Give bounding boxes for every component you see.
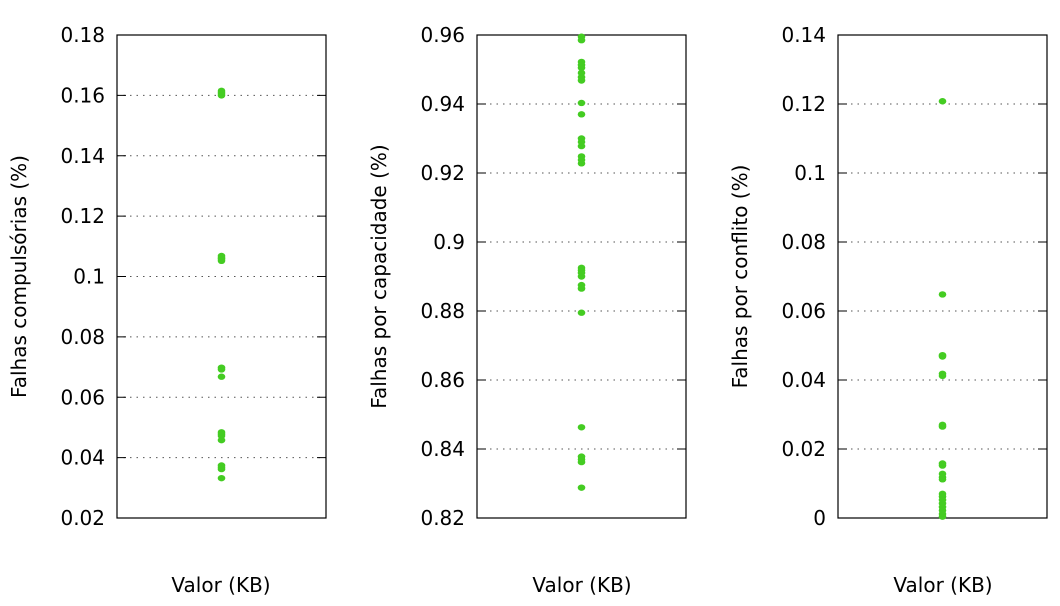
- data-point: [577, 285, 586, 292]
- data-point: [938, 291, 947, 298]
- y-tick-label: 0.06: [60, 385, 105, 409]
- y-tick-label: 0.88: [420, 299, 465, 323]
- x-axis-label: Valor (KB): [893, 573, 992, 597]
- chart-panel-1: 0.02 0.04 0.06 0.08 0.1 0.12 0.14 0.16 0.18 Valor…: [7, 23, 327, 597]
- data-point: [938, 476, 947, 483]
- y-tick-label: 0.02: [60, 506, 105, 530]
- data-point: [577, 99, 586, 107]
- data-point: [217, 465, 226, 473]
- y-tick-label: 0.02: [781, 437, 826, 461]
- y-tick-label: 0.16: [60, 83, 105, 107]
- y-tick-label: 0.82: [420, 506, 465, 530]
- y-tick-label: 0.1: [73, 265, 105, 289]
- y-tick-label: 0.94: [420, 92, 465, 116]
- data-point: [577, 458, 586, 466]
- data-point: [938, 462, 947, 469]
- data-point: [577, 64, 586, 71]
- data-point: [577, 111, 586, 118]
- y-tick-label: 0.06: [781, 299, 826, 323]
- data-point: [577, 36, 586, 44]
- y-tick-label: 0.04: [60, 446, 105, 470]
- data-point: [938, 98, 947, 105]
- y-tick-label: 0.92: [420, 161, 465, 185]
- data-point: [217, 436, 226, 444]
- data-point: [577, 160, 586, 167]
- data-point: [938, 353, 947, 360]
- chart-panel-3: 0 0.02 0.04 0.06 0.08 0.1 0.12 0.14 Valor (KB) Fa…: [728, 23, 1048, 597]
- y-tick-label: 0: [813, 506, 826, 530]
- data-point: [938, 423, 947, 430]
- y-tick-label: 0.96: [420, 23, 465, 47]
- y-tick-label: 0.9: [433, 230, 465, 254]
- y-tick-label: 0.08: [781, 230, 826, 254]
- data-point: [938, 513, 947, 520]
- data-point: [217, 474, 226, 482]
- data-point: [577, 424, 586, 431]
- data-point: [217, 92, 226, 99]
- y-tick-label: 0.04: [781, 368, 826, 392]
- x-axis-label: Valor (KB): [171, 573, 270, 597]
- y-tick-label: 0.08: [60, 325, 105, 349]
- data-point: [217, 366, 226, 373]
- y-tick-label: 0.14: [781, 23, 826, 47]
- chart-panel-2: 0.82 0.84 0.86 0.88 0.9 0.92 0.94 0.96 Valor (KB…: [367, 23, 687, 597]
- data-point: [577, 142, 586, 150]
- y-tick-label: 0.12: [781, 92, 826, 116]
- y-tick-label: 0.84: [420, 437, 465, 461]
- data-point: [217, 373, 226, 380]
- y-tick-label: 0.14: [60, 144, 105, 168]
- y-tick-label: 0.1: [794, 161, 826, 185]
- plot-frame: [116, 34, 327, 519]
- y-axis-label: Falhas compulsórias (%): [7, 155, 31, 398]
- data-point: [577, 77, 586, 84]
- x-axis-label: Valor (KB): [532, 573, 631, 597]
- plot-frame: [837, 34, 1048, 519]
- data-point: [577, 484, 586, 491]
- data-point: [577, 273, 586, 280]
- y-tick-label: 0.86: [420, 368, 465, 392]
- data-point: [577, 309, 586, 316]
- data-point: [938, 372, 947, 380]
- y-tick-label: 0.18: [60, 23, 105, 47]
- y-tick-label: 0.12: [60, 204, 105, 228]
- data-point: [217, 257, 226, 265]
- y-axis-label: Falhas por conflito (%): [728, 165, 752, 389]
- y-axis-label: Falhas por capacidade (%): [367, 144, 391, 408]
